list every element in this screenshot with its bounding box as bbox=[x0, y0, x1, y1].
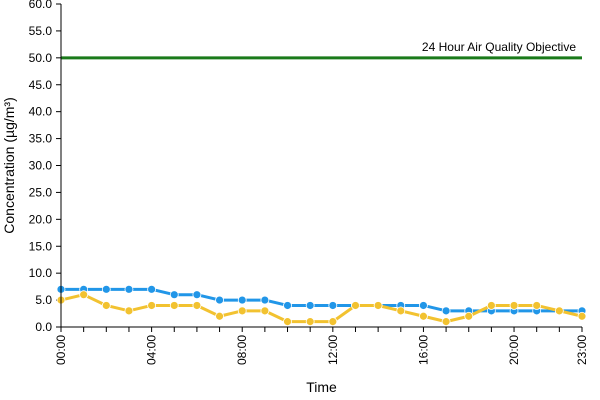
series-1-point bbox=[192, 290, 202, 300]
y-tick-label: 30.0 bbox=[29, 159, 53, 173]
y-tick-label: 45.0 bbox=[29, 78, 53, 92]
series-2-point bbox=[441, 317, 451, 327]
series-2-point bbox=[260, 306, 270, 316]
series-1-point bbox=[441, 306, 451, 316]
objective-reference: 24 Hour Air Quality Objective bbox=[61, 40, 582, 60]
series-2-point bbox=[192, 301, 202, 310]
y-tick-label: 25.0 bbox=[29, 185, 53, 199]
y-tick-label: 60.0 bbox=[29, 0, 53, 11]
series-1-point bbox=[169, 290, 179, 300]
series-2-point bbox=[169, 301, 179, 310]
series-1-point bbox=[328, 301, 338, 310]
series-2-point bbox=[554, 306, 564, 316]
series-2-point bbox=[351, 301, 360, 310]
series-1-point bbox=[260, 295, 270, 305]
x-tick-label: 04:00 bbox=[145, 335, 159, 365]
series-2-point bbox=[237, 306, 247, 316]
series-2-point bbox=[215, 311, 224, 321]
series-2-point bbox=[577, 311, 587, 321]
y-tick-label: 15.0 bbox=[29, 239, 53, 253]
objective-label: 24 Hour Air Quality Objective bbox=[422, 40, 576, 54]
series-layer bbox=[56, 284, 587, 327]
y-axis-title: Concentration (µg/m³) bbox=[1, 97, 17, 233]
series-1-point bbox=[147, 284, 157, 294]
series-2-point bbox=[486, 301, 496, 310]
y-tick-label: 40.0 bbox=[29, 105, 53, 119]
series-2-point bbox=[373, 301, 383, 310]
x-tick-label: 08:00 bbox=[235, 335, 249, 365]
series-2-point bbox=[328, 317, 338, 327]
series-1-point bbox=[419, 301, 428, 310]
series-2-point bbox=[509, 301, 519, 310]
series-1-point bbox=[283, 301, 292, 310]
series-2-point bbox=[532, 301, 542, 310]
series-2-point bbox=[147, 301, 157, 310]
x-tick-label: 00:00 bbox=[54, 335, 68, 365]
x-tick-label: 16:00 bbox=[416, 335, 430, 365]
series-2-point bbox=[396, 306, 406, 316]
series-2-point bbox=[419, 311, 428, 321]
series-2-line bbox=[60, 293, 583, 324]
series-1-point bbox=[101, 284, 111, 294]
series-2-point bbox=[101, 301, 111, 310]
y-tick-label: 0.0 bbox=[35, 320, 52, 334]
y-tick-label: 55.0 bbox=[29, 24, 53, 38]
series-2-point bbox=[305, 317, 315, 327]
series-2-point bbox=[464, 311, 474, 321]
y-tick-label: 20.0 bbox=[29, 212, 53, 226]
x-tick-label: 20:00 bbox=[507, 335, 521, 365]
series-1-point bbox=[305, 301, 315, 310]
y-tick-label: 35.0 bbox=[29, 132, 53, 146]
series-2-point bbox=[124, 306, 134, 316]
series-2-point bbox=[283, 317, 292, 327]
y-tick-label: 50.0 bbox=[29, 51, 53, 65]
series-1-point bbox=[124, 284, 134, 294]
y-tick-label: 5.0 bbox=[35, 293, 52, 307]
y-tick-label: 10.0 bbox=[29, 266, 53, 280]
x-tick-label: 12:00 bbox=[326, 335, 340, 365]
series-1-point bbox=[215, 295, 224, 305]
x-axis-title: Time bbox=[306, 379, 337, 395]
y-axis-ticks: 0.0 5.0 10.0 15.0 20.0 25.0 30.0 35.0 40.0 45.0 50… bbox=[29, 0, 61, 334]
x-tick-label: 23:00 bbox=[575, 335, 589, 365]
series-2-point bbox=[79, 290, 89, 300]
x-axis-ticks: 00:00 04:00 08:00 12:00 16:00 20:00 23:00 bbox=[54, 327, 589, 365]
series-1-point bbox=[237, 295, 247, 305]
